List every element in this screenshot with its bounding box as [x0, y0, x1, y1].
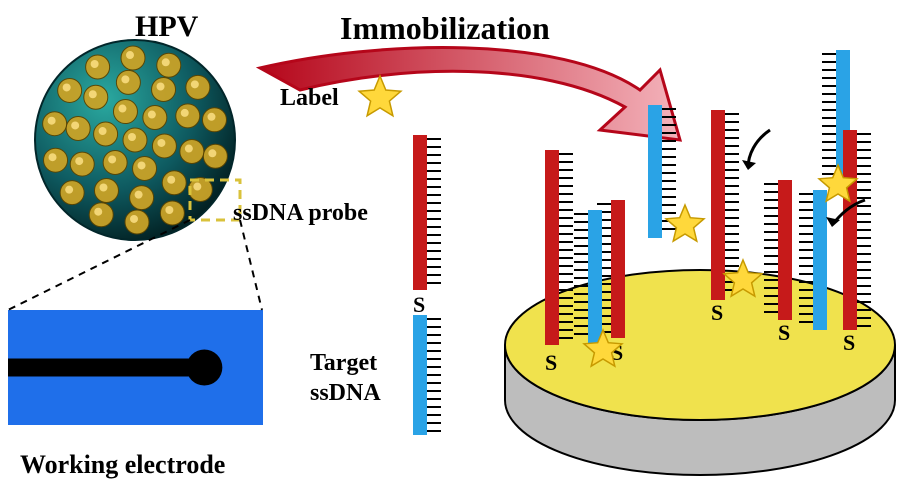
svg-text:S: S — [843, 330, 855, 355]
svg-text:S: S — [778, 320, 790, 345]
label-star-icon — [359, 76, 401, 116]
hpv-virus — [35, 40, 235, 240]
ssdna-probe-legend: S — [413, 135, 441, 317]
small-arrow — [742, 130, 770, 170]
hpv-label: HPV — [135, 10, 198, 44]
label-star-label: Label — [280, 85, 339, 112]
svg-text:S: S — [413, 292, 425, 317]
diagram-svg: SSSSSS — [0, 0, 898, 502]
immobilization-label: Immobilization — [340, 10, 550, 47]
target-ssdna-line2: ssDNA — [310, 380, 381, 407]
svg-text:S: S — [545, 350, 557, 375]
target-ssdna-line1: Target — [310, 350, 377, 377]
ssdna-probe-label: ssDNA probe — [233, 200, 368, 227]
zoom-line-right — [240, 220, 262, 310]
target-ssdna-legend — [413, 315, 441, 435]
svg-text:S: S — [711, 300, 723, 325]
electrode-surface — [505, 270, 895, 475]
working-electrode — [8, 310, 263, 425]
working-electrode-label: Working electrode — [20, 450, 225, 480]
